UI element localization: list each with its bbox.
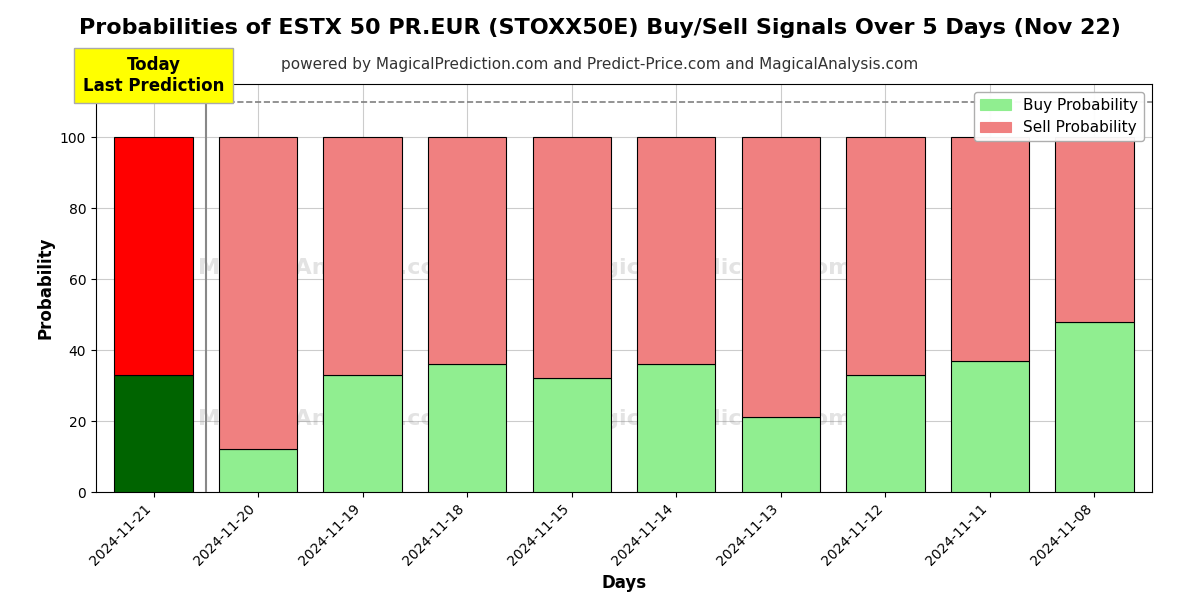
Bar bbox=[846, 375, 924, 492]
Bar bbox=[950, 361, 1030, 492]
Text: MagicalPrediction.com: MagicalPrediction.com bbox=[565, 257, 851, 278]
Text: powered by MagicalPrediction.com and Predict-Price.com and MagicalAnalysis.com: powered by MagicalPrediction.com and Pre… bbox=[281, 57, 919, 72]
Bar bbox=[428, 137, 506, 364]
Text: MagicalAnalysis.com: MagicalAnalysis.com bbox=[198, 409, 458, 428]
Bar bbox=[1055, 322, 1134, 492]
Bar bbox=[533, 379, 611, 492]
Bar bbox=[428, 364, 506, 492]
Y-axis label: Probability: Probability bbox=[36, 237, 54, 339]
Bar bbox=[218, 137, 298, 449]
Bar bbox=[218, 449, 298, 492]
Bar bbox=[742, 137, 820, 418]
X-axis label: Days: Days bbox=[601, 574, 647, 592]
Text: Probabilities of ESTX 50 PR.EUR (STOXX50E) Buy/Sell Signals Over 5 Days (Nov 22): Probabilities of ESTX 50 PR.EUR (STOXX50… bbox=[79, 18, 1121, 38]
Legend: Buy Probability, Sell Probability: Buy Probability, Sell Probability bbox=[974, 92, 1145, 142]
Bar bbox=[324, 137, 402, 375]
Bar bbox=[114, 137, 193, 375]
Bar bbox=[114, 375, 193, 492]
Bar bbox=[533, 137, 611, 379]
Bar bbox=[742, 418, 820, 492]
Bar bbox=[637, 364, 715, 492]
Text: Today
Last Prediction: Today Last Prediction bbox=[83, 56, 224, 95]
Text: MagicalPrediction.com: MagicalPrediction.com bbox=[565, 409, 851, 428]
Bar bbox=[637, 137, 715, 364]
Bar bbox=[1055, 137, 1134, 322]
Bar bbox=[950, 137, 1030, 361]
Text: MagicalAnalysis.com: MagicalAnalysis.com bbox=[198, 257, 458, 278]
Bar bbox=[324, 375, 402, 492]
Bar bbox=[846, 137, 924, 375]
